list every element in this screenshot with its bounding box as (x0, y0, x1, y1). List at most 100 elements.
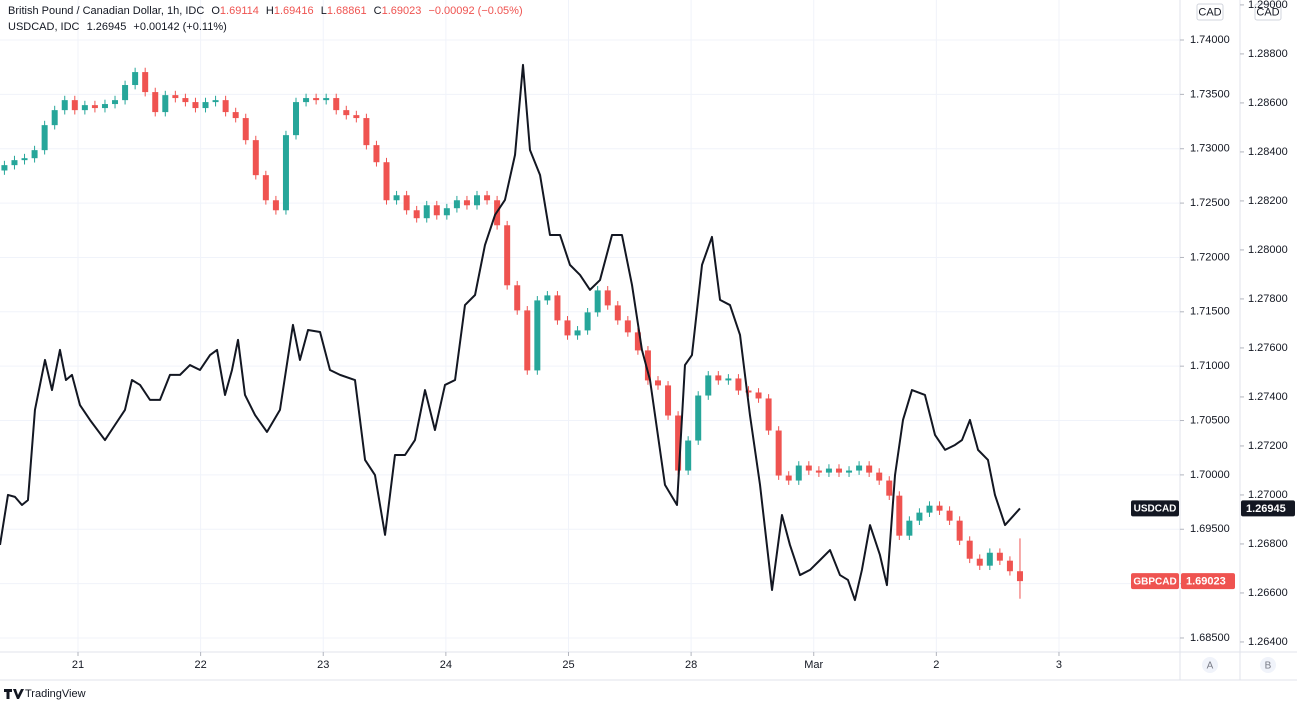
y-tick-label: 1.72000 (1190, 251, 1230, 263)
stat-value: 1.69023 (381, 5, 422, 17)
candle-body (795, 465, 802, 481)
currency-label[interactable]: CAD (1198, 6, 1221, 18)
candle-body (926, 505, 933, 513)
y2-tick-label: 1.27600 (1248, 342, 1288, 354)
candle-body (192, 102, 199, 109)
candle-body (242, 118, 249, 141)
candle-body (644, 350, 651, 381)
candle-body (584, 312, 591, 331)
stat-value: 1.69114 (219, 5, 259, 17)
candle-body (1016, 571, 1023, 582)
candle-body (21, 158, 28, 161)
candle-body (825, 468, 832, 473)
candle-body (544, 295, 551, 301)
candle-body (463, 200, 470, 206)
candle-body (665, 385, 672, 416)
candle-body (846, 470, 853, 473)
price-tag-label: 1.26945 (1246, 503, 1286, 515)
candle-body (504, 225, 511, 286)
stat-label: L (320, 5, 327, 17)
candle-body (433, 205, 440, 216)
y-tick-label: 1.69500 (1190, 523, 1230, 535)
candle-body (61, 100, 68, 111)
candle-body (282, 135, 289, 211)
brand-logo[interactable] (4, 689, 24, 699)
candle-body (262, 175, 269, 201)
stat-label: C (373, 5, 382, 17)
legend-name: USDCAD, IDC (8, 21, 80, 33)
main-legend: British Pound / Canadian Dollar, 1h, IDC… (8, 5, 527, 17)
candle-body (373, 145, 380, 163)
candle-body (594, 290, 601, 313)
candle-body (986, 552, 993, 566)
candle-body (604, 290, 611, 306)
legend-name: British Pound / Canadian Dollar, 1h, IDC (8, 5, 205, 17)
candle-body (896, 495, 903, 536)
candle-body (112, 100, 119, 105)
candle-body (966, 540, 973, 559)
candle-body (323, 98, 330, 101)
candle-body (695, 395, 702, 441)
x-tick-label: 3 (1056, 659, 1062, 671)
candle-body (51, 110, 58, 126)
y2-tick-label: 1.27800 (1248, 293, 1288, 305)
legend-stat: L1.68861 (321, 5, 367, 17)
x-tick-label: 23 (317, 659, 329, 671)
currency-badge[interactable] (1254, 3, 1282, 21)
series-tag-label: USDCAD (1134, 504, 1177, 515)
line (0, 63, 1021, 602)
price-tag-label: 1.69023 (1186, 576, 1226, 588)
candle-body (222, 100, 229, 113)
candle-body (484, 195, 491, 201)
scale-button[interactable] (1260, 657, 1276, 673)
candle-body (91, 105, 98, 109)
x-tick-label: 22 (194, 659, 206, 671)
candle-body (534, 300, 541, 371)
y-tick-label: 1.70500 (1190, 414, 1230, 426)
candle-body (313, 98, 320, 101)
legend-last: 1.26945 (86, 21, 127, 33)
compare-legend: USDCAD, IDC 1.26945 +0.00142 (+0.11%) (8, 21, 231, 33)
candle-body (122, 85, 129, 101)
candle-body (564, 320, 571, 336)
candle-body (333, 98, 340, 111)
grid (0, 0, 1180, 652)
candle-body (775, 430, 782, 476)
y-tick-label: 1.74000 (1190, 34, 1230, 46)
candle-body (212, 100, 219, 103)
candle-body (916, 512, 923, 521)
candle-body (956, 520, 963, 541)
price-tag (1181, 573, 1235, 590)
y2-tick-label: 1.28000 (1248, 244, 1288, 256)
candle-body (162, 95, 169, 113)
scale-button-label[interactable]: A (1207, 661, 1214, 672)
currency-label[interactable]: CAD (1256, 6, 1279, 18)
x-tick-label: 21 (72, 659, 84, 671)
y-tick-label: 1.71000 (1190, 360, 1230, 372)
scale-button-label[interactable]: B (1265, 661, 1272, 672)
plot (0, 63, 1023, 602)
candle-body (232, 112, 239, 119)
currency-badge[interactable] (1196, 3, 1224, 21)
candle-body (654, 380, 661, 386)
candle-body (624, 320, 631, 333)
brand[interactable]: TradingView (25, 688, 86, 700)
candle-body (886, 480, 893, 496)
candle-body (614, 305, 621, 321)
scale-button[interactable] (1202, 657, 1218, 673)
candle-body (363, 118, 370, 146)
y2-tick-label: 1.27200 (1248, 440, 1288, 452)
candle-body (303, 98, 310, 103)
y2-tick-label: 1.28200 (1248, 195, 1288, 207)
candle-body (423, 205, 430, 219)
candle-body (725, 378, 732, 381)
candle-body (152, 92, 159, 113)
candle-body (906, 520, 913, 536)
candle-body (293, 102, 300, 136)
stat-label: H (265, 5, 274, 17)
y2-tick-label: 1.28800 (1248, 48, 1288, 60)
candle-body (182, 98, 189, 103)
price-tag (1241, 500, 1295, 517)
y2-tick-label: 1.26600 (1248, 587, 1288, 599)
